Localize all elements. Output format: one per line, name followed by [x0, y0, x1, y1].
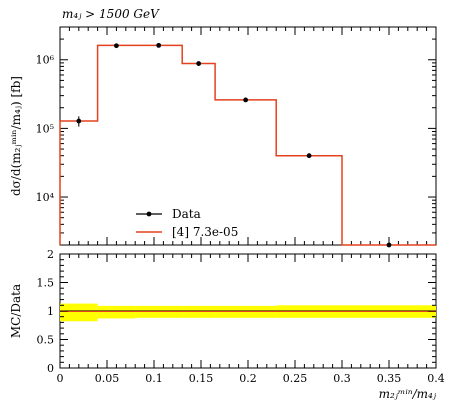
uncertainty-band [97, 305, 136, 319]
main-plot-panel [59, 26, 437, 246]
x-tick-label: 0.1 [145, 372, 163, 385]
ratio-y-tick-label: 1 [47, 305, 54, 318]
ratio-y-tick-label: 1.5 [37, 277, 55, 290]
legend-data-marker [146, 211, 152, 217]
data-point [76, 118, 82, 124]
uncertainty-band [60, 303, 98, 322]
ratio-y-tick-label: 0 [47, 362, 54, 375]
ratio-y-axis-label: MC/Data [9, 284, 23, 338]
plot-title: m₄ⱼ > 1500 GeV [62, 7, 160, 21]
mc-step-line [59, 44, 436, 246]
data-point [114, 43, 119, 49]
x-axis-label: m₂ⱼᵐⁱⁿ/m₄ⱼ [379, 387, 437, 401]
x-tick-label: 0.25 [283, 372, 308, 385]
data-point [243, 97, 249, 103]
data-point [196, 61, 202, 66]
ratio-y-tick-label: 0.5 [37, 334, 55, 347]
ratio-y-tick-label: 2 [47, 248, 54, 261]
y-tick-label: 10⁵ [36, 122, 54, 135]
y-tick-label: 10⁴ [36, 191, 55, 204]
x-tick-label: 0.05 [95, 372, 120, 385]
x-tick-label: 0 [57, 372, 64, 385]
x-tick-label: 0.3 [333, 372, 351, 385]
x-tick-label: 0.2 [239, 372, 257, 385]
legend-data-label: Data [172, 207, 201, 221]
data-point [156, 42, 162, 48]
x-tick-label: 0.15 [189, 372, 214, 385]
x-tick-label: 0.35 [377, 372, 402, 385]
data-point [306, 153, 312, 159]
data-point [386, 242, 392, 248]
y-tick-label: 10⁶ [36, 54, 55, 67]
x-tick-label: 0.4 [427, 372, 445, 385]
main-plot-frame [59, 26, 437, 246]
legend-mc-label: [4] 7.3e-05 [172, 225, 238, 239]
y-axis-label: dσ/d(m₂ⱼᵐⁱⁿ/m₄ⱼ) [fb] [9, 76, 23, 196]
